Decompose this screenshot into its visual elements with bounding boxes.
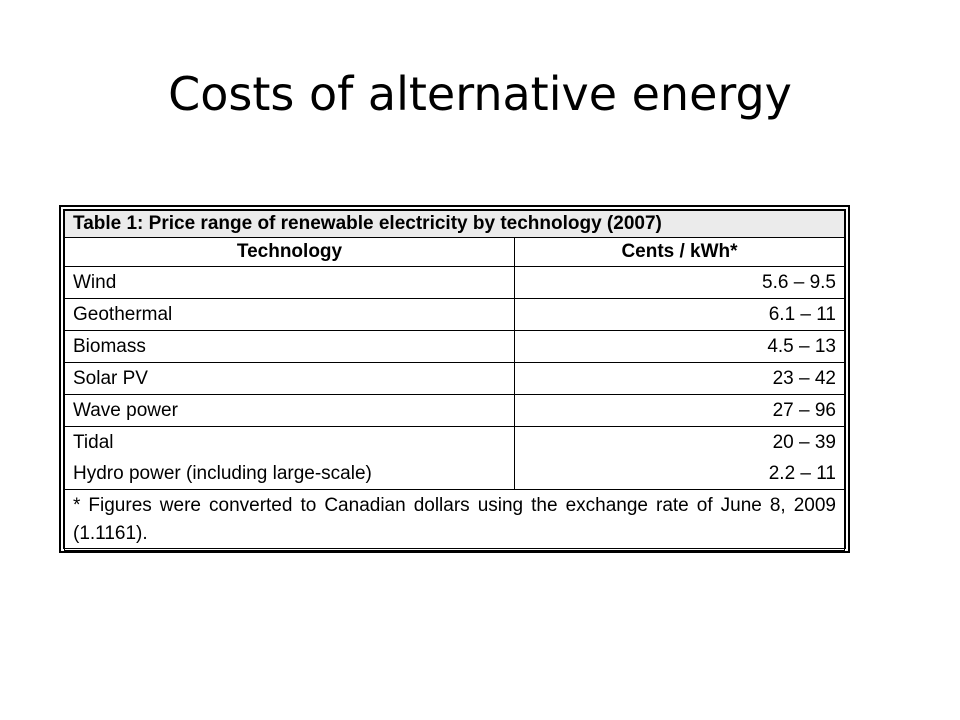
cost-cell: 4.5 – 13 — [514, 330, 845, 363]
table-header-row: Technology Cents / kWh* — [64, 237, 845, 267]
table-row: Wind 5.6 – 9.5 — [64, 266, 845, 299]
technology-hydro: Hydro power (including large-scale) — [73, 463, 372, 484]
technology-cell: Wind — [64, 266, 515, 299]
technology-tidal: Tidal — [73, 432, 114, 453]
table-row: Biomass 4.5 – 13 — [64, 330, 845, 363]
table-caption: Table 1: Price range of renewable electr… — [64, 210, 845, 238]
cost-tidal: 20 – 39 — [772, 432, 836, 453]
cost-cell: 27 – 96 — [514, 394, 845, 427]
cost-cell-merged: 20 – 39 2.2 – 11 — [514, 426, 845, 490]
price-table-inner: Table 1: Price range of renewable electr… — [63, 209, 846, 551]
price-table: Table 1: Price range of renewable electr… — [64, 210, 845, 551]
cost-cell: 5.6 – 9.5 — [514, 266, 845, 299]
technology-cell: Solar PV — [64, 362, 515, 395]
table-row: Solar PV 23 – 42 — [64, 362, 845, 395]
technology-cell: Geothermal — [64, 298, 515, 331]
table-footnote: * Figures were converted to Canadian dol… — [64, 489, 845, 551]
technology-cell: Wave power — [64, 394, 515, 427]
technology-cell-merged: Tidal Hydro power (including large-scale… — [64, 426, 515, 490]
cost-cell: 23 – 42 — [514, 362, 845, 395]
header-technology: Technology — [64, 237, 515, 267]
table-row: Wave power 27 – 96 — [64, 394, 845, 427]
table-footnote-row: * Figures were converted to Canadian dol… — [64, 489, 845, 551]
table-row-merged: Tidal Hydro power (including large-scale… — [64, 426, 845, 490]
slide-title: Costs of alternative energy — [168, 67, 792, 121]
header-cost: Cents / kWh* — [514, 237, 845, 267]
price-table-frame: Table 1: Price range of renewable electr… — [59, 205, 850, 553]
cost-cell: 6.1 – 11 — [514, 298, 845, 331]
table-row: Geothermal 6.1 – 11 — [64, 298, 845, 331]
technology-cell: Biomass — [64, 330, 515, 363]
table-caption-row: Table 1: Price range of renewable electr… — [64, 210, 845, 238]
cost-hydro: 2.2 – 11 — [768, 463, 836, 484]
